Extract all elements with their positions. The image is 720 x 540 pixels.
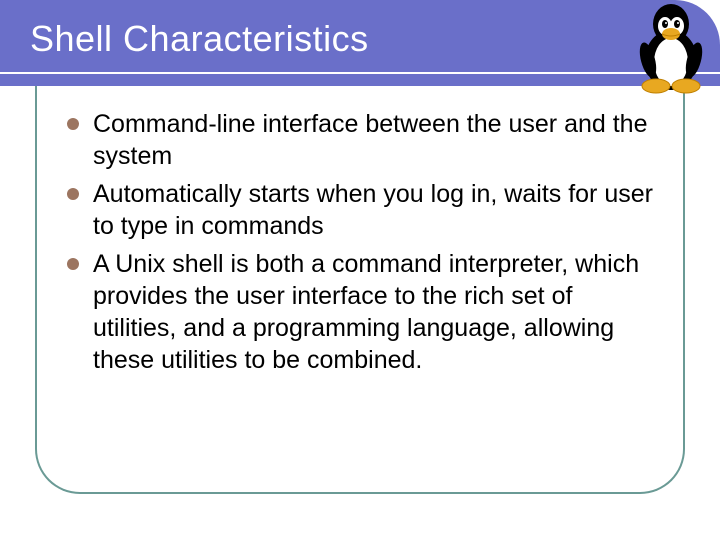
tux-penguin-icon [632, 2, 710, 99]
list-item: Command-line interface between the user … [67, 108, 653, 172]
bullet-icon [67, 188, 79, 200]
bullet-icon [67, 258, 79, 270]
content-box: Command-line interface between the user … [35, 84, 685, 494]
list-item: Automatically starts when you log in, wa… [67, 178, 653, 242]
bullet-text: Command-line interface between the user … [93, 108, 653, 172]
slide-title: Shell Characteristics [30, 18, 690, 60]
list-item: A Unix shell is both a command interpret… [67, 248, 653, 376]
bullet-text: Automatically starts when you log in, wa… [93, 178, 653, 242]
slide-header: Shell Characteristics [0, 0, 720, 86]
bullet-icon [67, 118, 79, 130]
header-underline [0, 72, 720, 74]
bullet-list: Command-line interface between the user … [67, 108, 653, 376]
bullet-text: A Unix shell is both a command interpret… [93, 248, 653, 376]
